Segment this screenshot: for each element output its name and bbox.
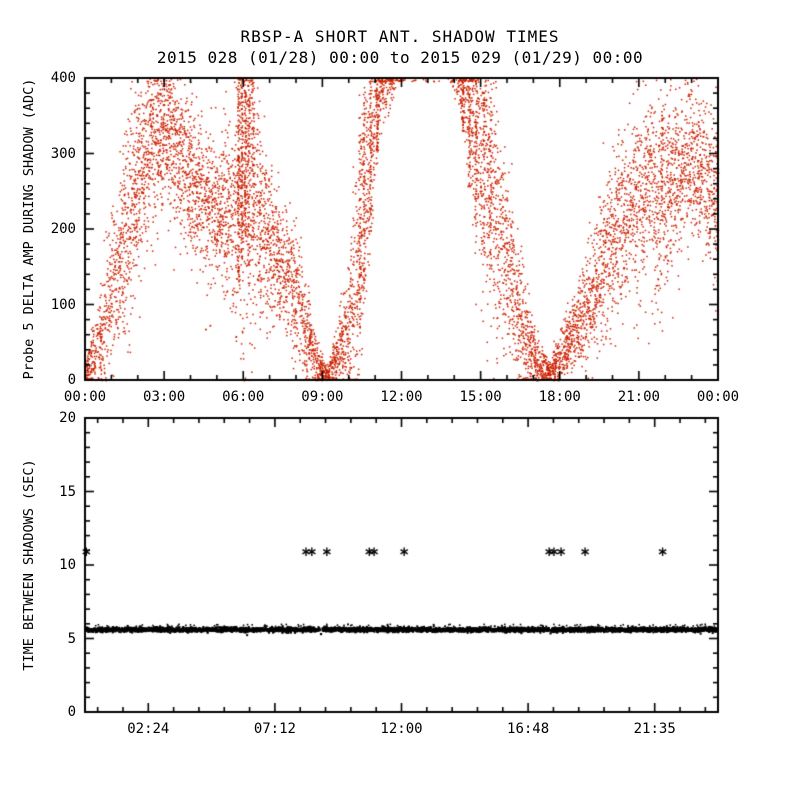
top-y-tick-label: 300 <box>50 145 76 162</box>
bottom-y-tick-label: 15 <box>59 483 76 500</box>
top-x-tick-label: 09:00 <box>301 389 344 405</box>
bottom-x-tick-label: 12:00 <box>380 721 423 737</box>
top-y-tick-label: 100 <box>50 296 76 313</box>
bottom-x-tick-label: 02:24 <box>127 721 170 737</box>
top-x-tick-label: 00:00 <box>63 389 107 405</box>
top-y-tick-label: 400 <box>50 70 76 86</box>
top-y-tick-label: 0 <box>67 372 76 388</box>
bottom-y-tick-label: 0 <box>67 704 76 720</box>
top-x-tick-label: 03:00 <box>143 389 186 405</box>
bottom-x-tick-label: 07:12 <box>253 721 296 737</box>
top-x-tick-label: 06:00 <box>222 389 265 405</box>
top-x-tick-label: 21:00 <box>617 389 660 405</box>
bottom-x-tick-label: 21:35 <box>633 721 676 737</box>
bottom-y-tick-label: 5 <box>67 630 76 647</box>
top-y-tick-label: 200 <box>50 221 76 237</box>
bottom-y-tick-label: 10 <box>59 557 76 573</box>
bottom-y-tick-label: 20 <box>59 410 76 426</box>
bottom-x-tick-label: 16:48 <box>507 721 550 737</box>
top-x-tick-label: 12:00 <box>380 389 423 405</box>
top-x-tick-label: 18:00 <box>538 389 581 405</box>
top-x-tick-label: 00:00 <box>696 389 740 405</box>
top-x-tick-label: 15:00 <box>459 389 502 405</box>
